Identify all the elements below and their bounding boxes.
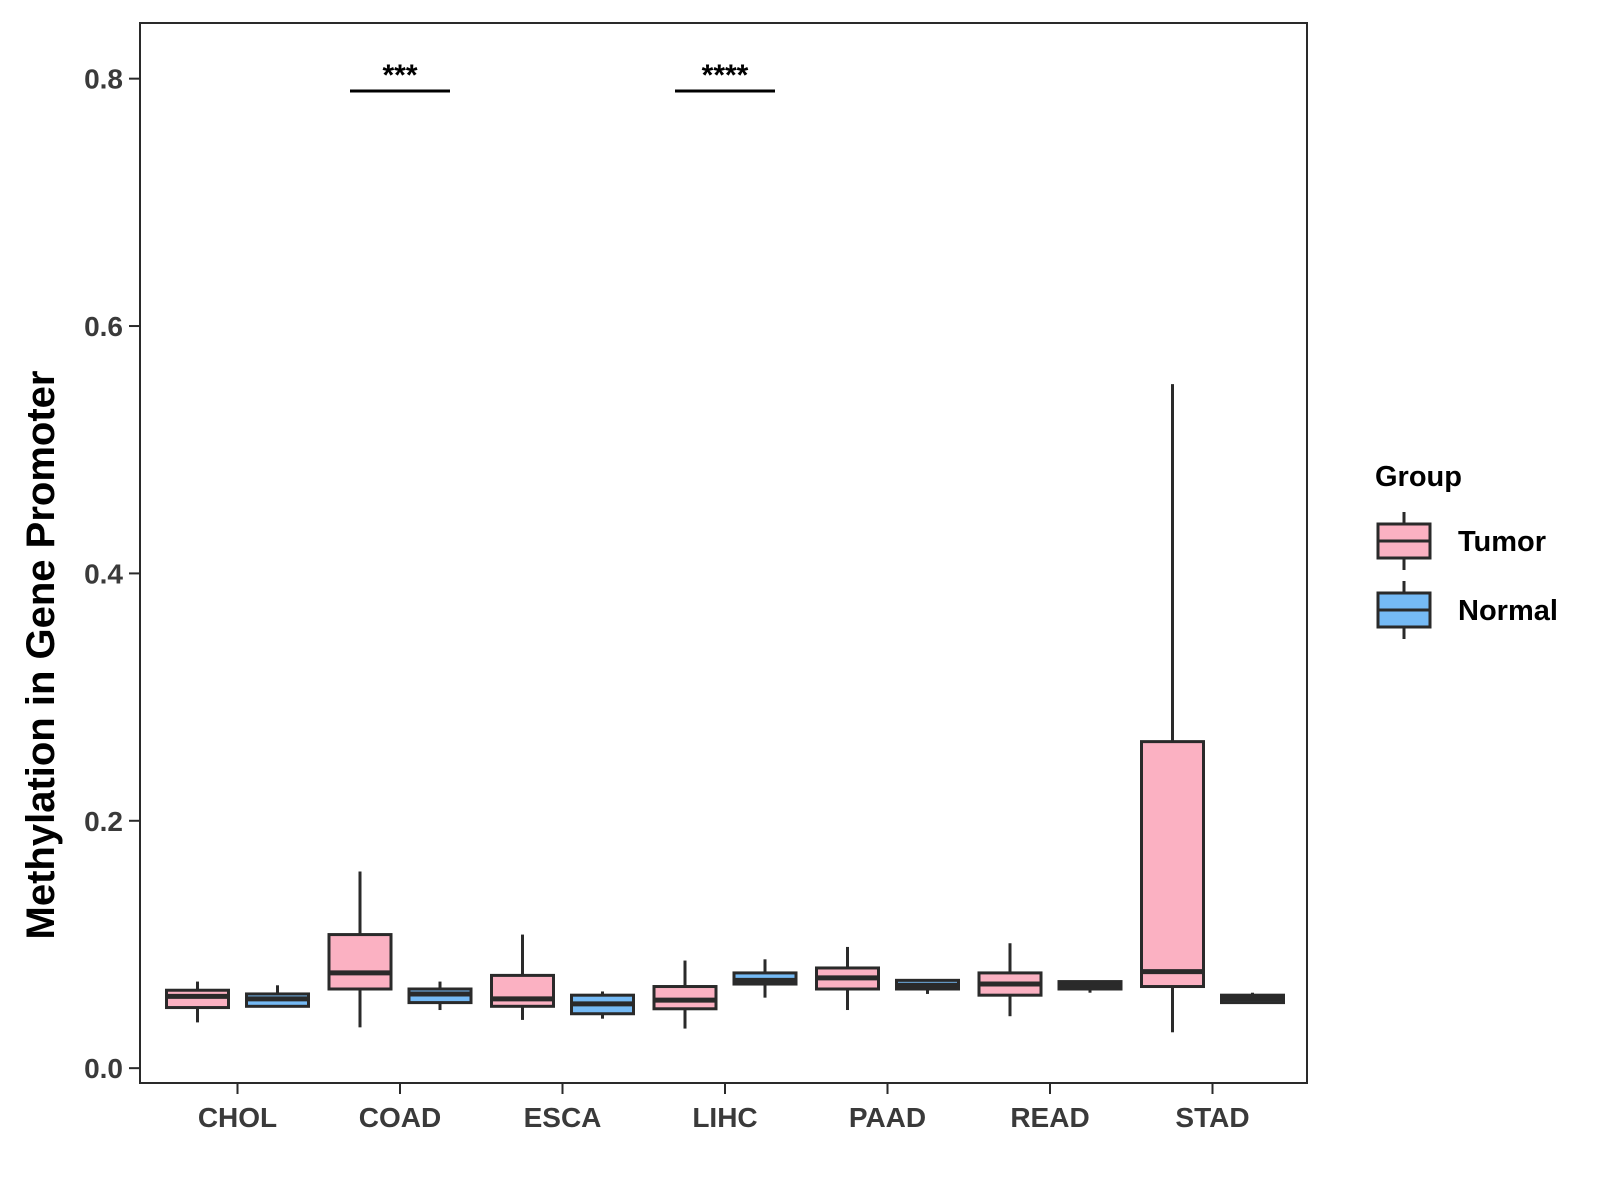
x-tick-label: CHOL <box>198 1102 277 1133</box>
x-tick-label: LIHC <box>692 1102 757 1133</box>
y-tick-label: 0.6 <box>84 311 123 342</box>
significance-label: *** <box>382 59 417 92</box>
y-tick-label: 0.4 <box>84 558 123 589</box>
box-iqr <box>1140 740 1205 989</box>
normal-box-esca <box>570 991 635 1019</box>
x-axis: CHOL COAD ESCA LIHC PAAD READ STAD <box>198 1083 1250 1133</box>
tumor-box-read <box>977 943 1043 1017</box>
normal-box-read <box>1057 980 1123 993</box>
significance-annotations: *** **** <box>350 59 775 93</box>
x-tick-label: STAD <box>1175 1102 1249 1133</box>
tumor-box-esca <box>490 934 555 1020</box>
y-tick-label: 0.0 <box>84 1053 123 1084</box>
tumor-box-coad <box>327 871 393 1028</box>
normal-box-stad <box>1220 992 1285 1005</box>
y-axis-title: Methylation in Gene Promoter <box>19 371 63 940</box>
x-tick-label: ESCA <box>524 1102 602 1133</box>
plot-panel <box>139 22 1308 1084</box>
tumor-box-lihc <box>652 960 718 1029</box>
tumor-box-stad <box>1140 384 1205 1033</box>
box-iqr <box>327 933 393 991</box>
legend-title: Group <box>1375 461 1462 493</box>
normal-box-chol <box>245 985 310 1008</box>
legend-item-normal: Normal <box>1376 581 1558 639</box>
legend-label: Normal <box>1458 595 1558 627</box>
legend-item-tumor: Tumor <box>1376 512 1546 570</box>
y-tick-label: 0.8 <box>84 64 123 95</box>
tumor-box-chol <box>165 981 230 1023</box>
legend: Group Tumor Normal <box>1375 461 1558 639</box>
box-iqr <box>490 973 555 1008</box>
normal-box-lihc <box>732 959 798 998</box>
y-axis: 0.0 0.2 0.4 0.6 0.8 <box>84 64 140 1084</box>
significance-label: **** <box>702 59 749 92</box>
normal-box-coad <box>407 981 473 1011</box>
tumor-box-paad <box>815 946 880 1011</box>
x-tick-label: PAAD <box>849 1102 926 1133</box>
x-tick-label: COAD <box>359 1102 441 1133</box>
normal-box-paad <box>895 978 960 994</box>
box-series <box>165 384 1285 1033</box>
y-tick-label: 0.2 <box>84 806 123 837</box>
x-tick-label: READ <box>1010 1102 1089 1133</box>
legend-label: Tumor <box>1458 526 1546 558</box>
